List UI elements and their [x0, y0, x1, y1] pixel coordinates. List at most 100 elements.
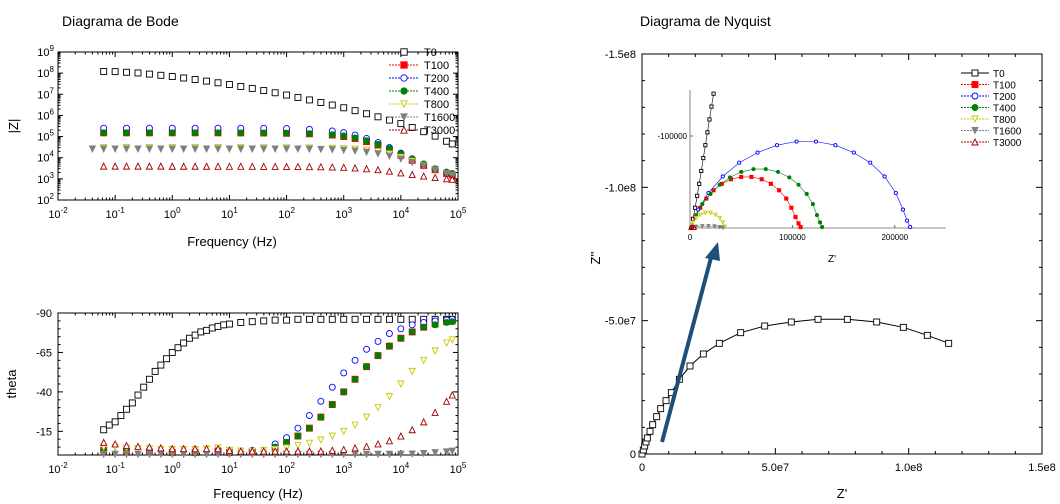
data-point: [385, 315, 393, 323]
data-point: [283, 316, 291, 324]
x-tick-label: 104: [393, 206, 410, 221]
legend-label: T200: [993, 92, 1016, 103]
data-point: [905, 218, 910, 223]
data-point: [294, 315, 302, 323]
data-point: [817, 220, 823, 225]
data-point: [385, 116, 393, 124]
series-line: [690, 212, 726, 229]
data-point: [237, 129, 245, 137]
data-point: [749, 174, 754, 179]
data-point: [271, 162, 279, 170]
data-point: [653, 413, 661, 421]
legend-label: T0: [993, 69, 1005, 80]
data-point: [328, 131, 336, 139]
data-point: [363, 110, 371, 118]
data-point: [759, 177, 764, 182]
x-tick-label: 200000: [881, 233, 908, 242]
y-tick-label: 108: [37, 65, 54, 80]
data-point: [794, 139, 799, 144]
inset-background: [688, 86, 950, 228]
data-point: [690, 220, 696, 226]
data-point: [99, 438, 108, 446]
data-point: [122, 441, 131, 449]
x-tick-label: 105: [450, 206, 467, 221]
data-point: [259, 162, 268, 170]
data-point: [715, 339, 723, 347]
data-point: [317, 145, 325, 154]
data-point: [174, 344, 182, 352]
data-point: [820, 225, 825, 230]
data-point: [339, 163, 348, 171]
data-point: [339, 146, 348, 155]
data-point: [237, 145, 245, 153]
data-point: [157, 443, 165, 452]
data-point: [225, 145, 234, 153]
data-point: [259, 145, 268, 153]
data-point: [789, 205, 794, 210]
data-point: [362, 450, 371, 459]
data-point: [317, 315, 325, 323]
data-point: [693, 215, 699, 221]
legend-marker: [971, 115, 979, 124]
legend-marker: [971, 69, 979, 77]
data-point: [397, 380, 405, 389]
data-point: [385, 152, 394, 161]
nyquist-ylabel: Z'': [588, 252, 603, 265]
data-point: [431, 347, 439, 355]
data-point: [448, 391, 457, 399]
data-point: [134, 145, 142, 153]
data-point: [168, 129, 176, 137]
legend-label: T3000: [424, 125, 455, 137]
y-tick-label: -90: [36, 308, 52, 320]
data-point: [191, 145, 199, 153]
data-point: [294, 145, 302, 154]
data-point: [374, 352, 382, 360]
data-point: [260, 87, 268, 95]
data-point: [833, 143, 838, 148]
data-point: [134, 162, 142, 170]
arrow-shaft: [660, 253, 714, 443]
data-point: [168, 73, 176, 81]
x-tick-label: 101: [221, 206, 238, 221]
data-point: [191, 331, 199, 339]
data-point: [419, 417, 428, 426]
nyquist-marks: [638, 315, 953, 458]
nyquist-ticks: 0 5.0e7 1.0e8 1.5e8 0 -5.0e7 -1.0e8 -1.5e8: [605, 49, 1056, 474]
data-point: [945, 339, 953, 347]
data-point: [294, 93, 302, 101]
data-point: [351, 450, 359, 459]
data-point: [873, 318, 881, 326]
data-point: [362, 164, 371, 173]
data-point: [134, 450, 142, 459]
legend-label: T3000: [993, 138, 1022, 149]
data-point: [793, 214, 798, 220]
data-point: [122, 162, 131, 170]
legend-label: T1600: [424, 112, 455, 124]
data-point: [225, 446, 234, 454]
data-point: [649, 421, 657, 429]
data-point: [111, 450, 119, 459]
bode-magnitude-panel: Diagrama de Bode Frequency (Hz) |Z| 10-2…: [6, 13, 467, 249]
data-point: [340, 315, 348, 323]
data-point: [408, 328, 416, 336]
data-point: [111, 162, 119, 170]
data-point: [408, 124, 416, 131]
data-point: [408, 170, 416, 178]
legend-marker: [971, 137, 979, 146]
bode-phase-plot-area: [57, 312, 459, 456]
data-point: [814, 315, 822, 323]
y-tick-label: 103: [37, 171, 54, 186]
data-point: [225, 81, 233, 88]
data-point: [145, 162, 154, 170]
data-point: [340, 369, 348, 377]
data-point: [351, 375, 359, 383]
data-point: [260, 317, 268, 325]
data-point: [340, 388, 348, 396]
data-point: [697, 181, 702, 186]
data-point: [145, 450, 154, 459]
legend-marker: [400, 100, 408, 109]
data-point: [448, 140, 456, 148]
data-point: [163, 355, 171, 363]
data-point: [328, 101, 336, 109]
